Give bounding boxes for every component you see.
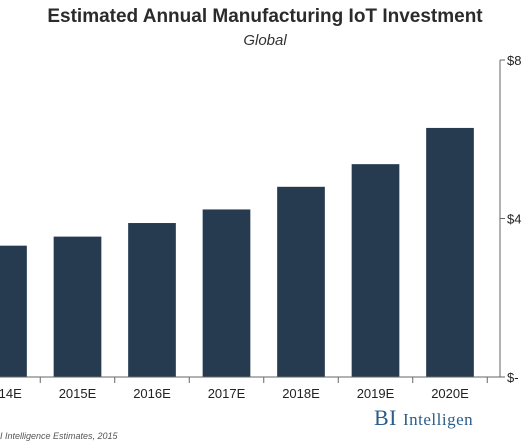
y-tick-label: $4 bbox=[507, 212, 521, 227]
bar-2018E bbox=[277, 186, 325, 377]
x-tick-label: 2018E bbox=[282, 386, 320, 401]
x-tick-label: 2014E bbox=[0, 386, 22, 401]
x-tick-label: 2019E bbox=[357, 386, 395, 401]
bar-2020E bbox=[426, 127, 474, 377]
bar-2015E bbox=[53, 236, 102, 377]
source-note: I Intelligence Estimates, 2015 bbox=[0, 431, 118, 441]
x-tick-label: 2015E bbox=[59, 386, 97, 401]
brand-main: BI bbox=[374, 405, 397, 430]
x-tick-label: 2016E bbox=[133, 386, 171, 401]
bar-2017E bbox=[202, 209, 251, 377]
x-tick-label: 2017E bbox=[208, 386, 246, 401]
x-tick-label: 2020E bbox=[431, 386, 469, 401]
y-tick-label: $- bbox=[507, 370, 519, 385]
bar-2016E bbox=[128, 223, 176, 377]
y-tick-label: $8 bbox=[507, 53, 521, 68]
chart-subtitle: Global bbox=[243, 32, 287, 49]
brand-logo: BI Intelligen bbox=[374, 405, 473, 431]
brand-rest: Intelligen bbox=[403, 410, 474, 429]
bar-2014E bbox=[0, 245, 27, 377]
chart-title: Estimated Annual Manufacturing IoT Inves… bbox=[47, 6, 483, 27]
bar-2019E bbox=[351, 164, 400, 377]
